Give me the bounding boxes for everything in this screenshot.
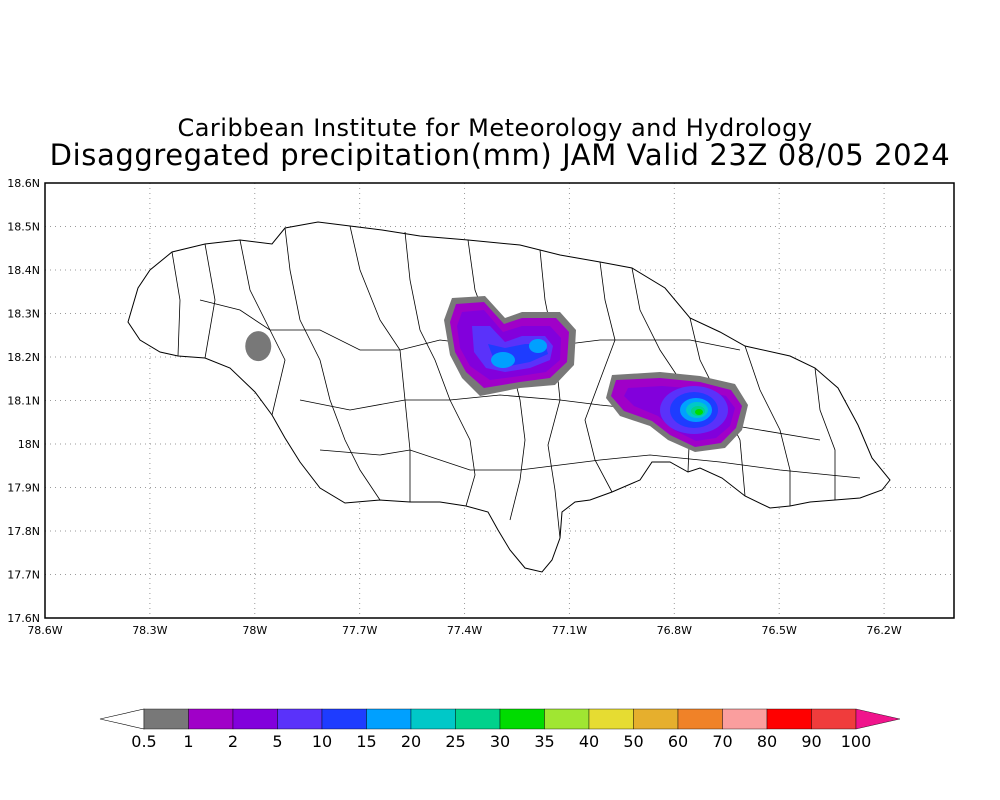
legend-label: 10 (312, 732, 332, 751)
parish-boundary (814, 367, 836, 500)
parish-boundary (744, 345, 791, 506)
lat-tick-label: 18.1N (7, 395, 40, 408)
precip-area-central-north (529, 339, 547, 353)
legend-color-swatch (277, 708, 323, 730)
legend-label: 60 (668, 732, 688, 751)
legend-color-swatch (499, 708, 545, 730)
lat-tick-label: 17.9N (7, 482, 40, 495)
legend-label: 70 (712, 732, 732, 751)
legend-label: 90 (801, 732, 821, 751)
lat-tick-label: 18N (18, 438, 40, 451)
lon-tick-label: 77.7W (342, 624, 377, 637)
legend-label: 30 (490, 732, 510, 751)
legend-label: 15 (356, 732, 376, 751)
legend-color-swatch (366, 708, 412, 730)
legend-color-swatch (544, 708, 590, 730)
lon-tick-label: 76.8W (657, 624, 692, 637)
lat-tick-label: 18.5N (7, 221, 40, 234)
legend-label: 5 (272, 732, 282, 751)
legend-label: 20 (401, 732, 421, 751)
legend-color-swatch (232, 708, 278, 730)
precip-area-west (245, 331, 272, 362)
chart-title: Caribbean Institute for Meteorology and … (177, 114, 813, 142)
legend-color-swatch (588, 708, 634, 730)
lon-tick-label: 77.4W (447, 624, 482, 637)
precipitation-shading (245, 296, 748, 452)
legend-low-arrow (99, 708, 145, 730)
lat-tick-label: 18.4N (7, 264, 40, 277)
legend-label: 2 (228, 732, 238, 751)
lat-tick-label: 17.7N (7, 569, 40, 582)
legend-label: 25 (445, 732, 465, 751)
legend-color-swatch (143, 708, 189, 730)
legend-label: 100 (841, 732, 872, 751)
chart-subtitle: Disaggregated precipitation(mm) JAM Vali… (49, 138, 951, 172)
lat-tick-label: 18.6N (7, 177, 40, 190)
jamaica-coastline (127, 221, 891, 573)
legend-label: 35 (534, 732, 554, 751)
color-legend: 0.5 1 2 5 10 15 20 25 30 35 40 50 60 70 80 90 100 (99, 708, 901, 751)
parish-boundary (319, 449, 861, 479)
lon-tick-label: 78.3W (132, 624, 167, 637)
legend-label: 80 (757, 732, 777, 751)
lat-tick-label: 17.6N (7, 612, 40, 625)
legend-color-swatch (811, 708, 857, 730)
parish-boundary (171, 251, 181, 357)
legend-color-swatch (410, 708, 456, 730)
legend-color-swatch (455, 708, 501, 730)
lon-tick-label: 76.2W (866, 624, 901, 637)
lat-tick-label: 18.3N (7, 308, 40, 321)
parish-boundary (404, 231, 476, 507)
lon-tick-label: 76.5W (762, 624, 797, 637)
jamaica-island (127, 221, 891, 573)
lon-tick-label: 77.1W (552, 624, 587, 637)
parish-boundary (284, 227, 381, 501)
precip-area-east (695, 409, 703, 415)
precip-area-central-north (491, 352, 515, 368)
parish-boundary (584, 261, 616, 493)
map-frame (44, 182, 955, 619)
legend-color-swatch (633, 708, 679, 730)
axis-tick-labels: 18.6N 18.5N 18.4N 18.3N 18.2N 18.1N 18N 17.9N 17… (7, 177, 902, 637)
legend-color-swatch (766, 708, 812, 730)
legend-color-swatch (321, 708, 367, 730)
lon-tick-label: 78.6W (27, 624, 62, 637)
lat-tick-label: 17.8N (7, 525, 40, 538)
legend-color-swatch (677, 708, 723, 730)
legend-color-swatch (188, 708, 234, 730)
legend-label: 50 (623, 732, 643, 751)
legend-label: 40 (579, 732, 599, 751)
legend-color-swatch (722, 708, 768, 730)
parish-boundary (204, 243, 216, 359)
legend-label: 0.5 (131, 732, 156, 751)
lat-tick-label: 18.2N (7, 351, 40, 364)
legend-label: 1 (183, 732, 193, 751)
legend-high-arrow (855, 708, 901, 730)
lon-tick-label: 78W (242, 624, 267, 637)
